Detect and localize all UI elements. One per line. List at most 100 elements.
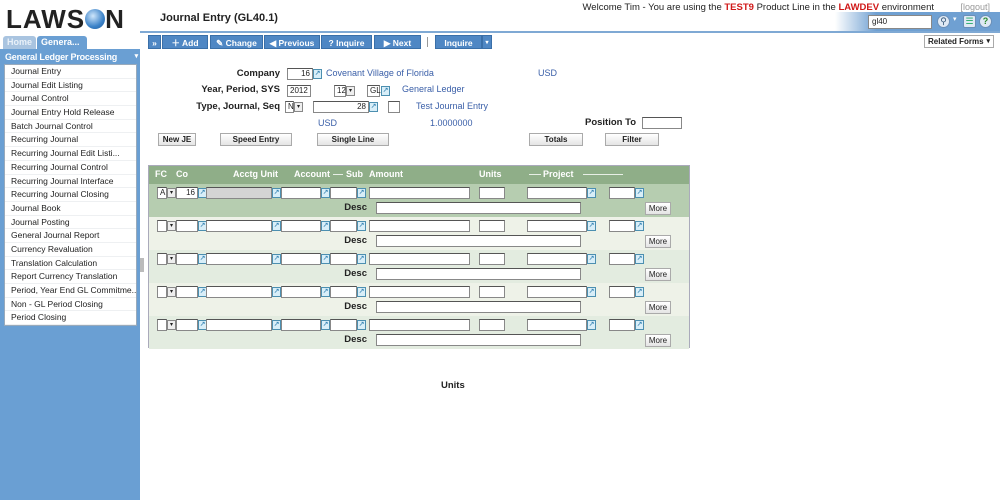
sub-input[interactable]: [330, 286, 357, 298]
select-icon[interactable]: ↗: [321, 287, 330, 297]
sidebar-item[interactable]: Currency Revaluation: [5, 243, 136, 257]
co-input[interactable]: [176, 319, 198, 331]
select-icon[interactable]: ↗: [321, 221, 330, 231]
select-icon[interactable]: ↗: [357, 320, 366, 330]
journal-input[interactable]: 28: [313, 101, 369, 113]
acctg-unit-input[interactable]: [206, 253, 272, 265]
select-icon[interactable]: ↗: [587, 320, 596, 330]
change-button[interactable]: ✎ Change: [210, 35, 263, 49]
select-icon[interactable]: ↗: [635, 287, 644, 297]
chevron-down-icon[interactable]: ▾: [953, 16, 957, 23]
sidebar-item[interactable]: Recurring Journal Edit Listi...: [5, 147, 136, 161]
units-input[interactable]: [479, 187, 505, 199]
fc-input[interactable]: [157, 319, 167, 331]
seq-input[interactable]: [388, 101, 400, 113]
period-input[interactable]: 12: [334, 85, 346, 97]
sys-input[interactable]: GL: [367, 85, 381, 97]
select-icon[interactable]: ↗: [321, 188, 330, 198]
chevron-down-icon[interactable]: ▾: [167, 287, 176, 297]
sidebar-item[interactable]: Journal Edit Listing: [5, 79, 136, 93]
panel-title[interactable]: General Ledger Processing ▾: [2, 51, 139, 63]
chevron-down-icon[interactable]: ▾: [134, 53, 139, 60]
desc-input[interactable]: [376, 334, 581, 346]
chevron-down-icon[interactable]: ▾: [167, 254, 176, 264]
select-icon[interactable]: ↗: [272, 287, 281, 297]
select-icon[interactable]: ↗: [587, 221, 596, 231]
select-icon[interactable]: ↗: [272, 188, 281, 198]
inquire-button[interactable]: ? Inquire: [321, 35, 372, 49]
sidebar-item[interactable]: Report Currency Translation: [5, 270, 136, 284]
previous-button[interactable]: ◀ Previous: [264, 35, 320, 49]
add-button[interactable]: ＋ Add: [162, 35, 208, 49]
speed-entry-button[interactable]: Speed Entry: [220, 133, 292, 146]
project-sub-input[interactable]: [609, 220, 635, 232]
units-input[interactable]: [479, 220, 505, 232]
select-icon[interactable]: ↗: [321, 320, 330, 330]
sub-input[interactable]: [330, 253, 357, 265]
chevron-down-icon[interactable]: ▾: [167, 320, 176, 330]
bookmarks-icon[interactable]: ☰: [963, 15, 976, 28]
project-sub-input[interactable]: [609, 253, 635, 265]
chevron-down-icon[interactable]: ▾: [167, 188, 176, 198]
units-input[interactable]: [479, 253, 505, 265]
filter-button[interactable]: Filter: [605, 133, 659, 146]
select-icon[interactable]: ↗: [635, 320, 644, 330]
expand-button[interactable]: »: [148, 35, 161, 49]
chevron-down-icon[interactable]: ▾: [346, 86, 355, 96]
select-icon[interactable]: ↗: [272, 320, 281, 330]
fc-input[interactable]: [157, 286, 167, 298]
account-input[interactable]: [281, 220, 321, 232]
co-input[interactable]: [176, 220, 198, 232]
more-button[interactable]: More: [645, 334, 671, 347]
next-button[interactable]: ▶ Next: [374, 35, 421, 49]
related-forms-dropdown[interactable]: Related Forms ▾: [924, 35, 994, 48]
select-icon[interactable]: ↗: [587, 287, 596, 297]
acctg-unit-input[interactable]: [206, 319, 272, 331]
select-icon[interactable]: ↗: [357, 188, 366, 198]
project-sub-input[interactable]: [609, 187, 635, 199]
select-icon[interactable]: ↗: [369, 102, 378, 112]
desc-input[interactable]: [376, 268, 581, 280]
acctg-unit-input[interactable]: [206, 286, 272, 298]
project-sub-input[interactable]: [609, 286, 635, 298]
sidebar-item[interactable]: Period Closing: [5, 311, 136, 326]
account-input[interactable]: [281, 187, 321, 199]
acctg-unit-input[interactable]: [206, 187, 272, 199]
project-sub-input[interactable]: [609, 319, 635, 331]
select-icon[interactable]: ↗: [272, 221, 281, 231]
sidebar-item[interactable]: Journal Entry: [5, 65, 136, 79]
sidebar-item[interactable]: Period, Year End GL Commitme...: [5, 284, 136, 298]
position-to-input[interactable]: [642, 117, 682, 129]
sub-input[interactable]: [330, 187, 357, 199]
select-icon[interactable]: ↗: [635, 188, 644, 198]
project-input[interactable]: [527, 253, 587, 265]
sub-input[interactable]: [330, 319, 357, 331]
help-icon[interactable]: ?: [979, 15, 992, 28]
sidebar-item[interactable]: Batch Journal Control: [5, 120, 136, 134]
select-icon[interactable]: ↗: [272, 254, 281, 264]
sidebar-item[interactable]: Recurring Journal Control: [5, 161, 136, 175]
account-input[interactable]: [281, 319, 321, 331]
amount-input[interactable]: [369, 187, 470, 199]
sidebar-item[interactable]: Journal Control: [5, 92, 136, 107]
sidebar-item[interactable]: Recurring Journal Interface: [5, 175, 136, 189]
select-icon[interactable]: ↗: [313, 69, 322, 79]
project-input[interactable]: [527, 220, 587, 232]
sidebar-item[interactable]: Journal Book: [5, 202, 136, 216]
select-icon[interactable]: ↗: [635, 254, 644, 264]
select-icon[interactable]: ↗: [381, 86, 390, 96]
sub-input[interactable]: [330, 220, 357, 232]
sidebar-item[interactable]: Journal Posting: [5, 216, 136, 230]
company-input[interactable]: 16: [287, 68, 313, 80]
select-icon[interactable]: ↗: [357, 254, 366, 264]
select-icon[interactable]: ↗: [587, 254, 596, 264]
single-line-button[interactable]: Single Line: [317, 133, 389, 146]
amount-input[interactable]: [369, 220, 470, 232]
select-icon[interactable]: ↗: [635, 221, 644, 231]
amount-input[interactable]: [369, 319, 470, 331]
project-input[interactable]: [527, 286, 587, 298]
acctg-unit-input[interactable]: [206, 220, 272, 232]
account-input[interactable]: [281, 253, 321, 265]
select-icon[interactable]: ↗: [357, 287, 366, 297]
type-input[interactable]: N: [285, 101, 294, 113]
